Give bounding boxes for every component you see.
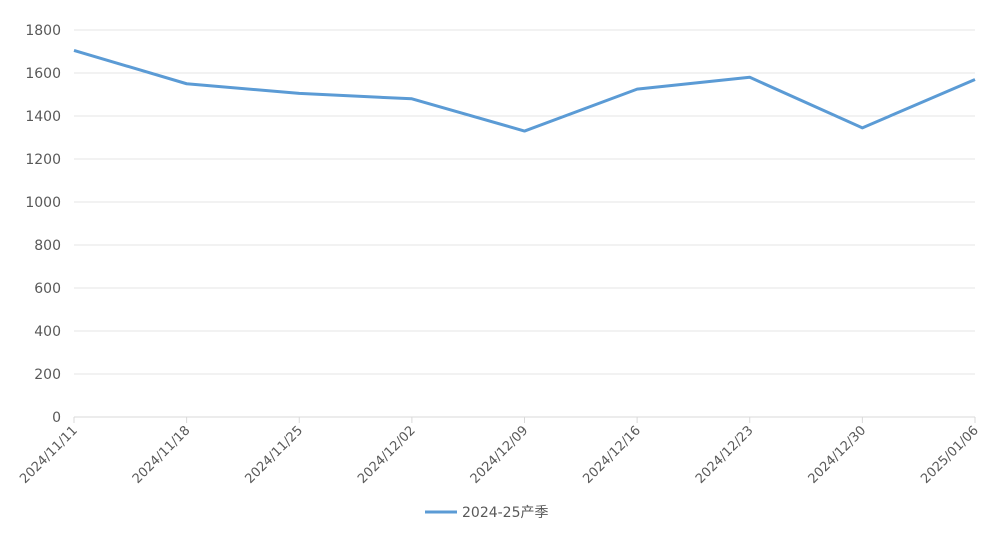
data-line bbox=[73, 48, 976, 133]
y-tick-label: 800 bbox=[34, 238, 61, 254]
x-tick-label: 2024/12/30 bbox=[806, 423, 870, 487]
y-tick-label: 1000 bbox=[25, 195, 61, 211]
x-tick-label: 2024/11/18 bbox=[130, 423, 194, 487]
y-tick-label: 600 bbox=[34, 281, 61, 297]
x-tick-label: 2024/12/02 bbox=[355, 423, 419, 487]
x-tick-label: 2024/12/16 bbox=[580, 423, 644, 487]
y-tick-label: 1800 bbox=[25, 23, 61, 39]
y-tick-label: 200 bbox=[34, 367, 61, 383]
x-tick-label: 2024/11/11 bbox=[17, 423, 81, 487]
y-tick-label: 0 bbox=[52, 410, 61, 426]
y-tick-label: 1200 bbox=[25, 152, 61, 168]
x-tick-label: 2024/11/25 bbox=[242, 423, 306, 487]
y-tick-label: 400 bbox=[34, 324, 61, 340]
x-tick-label: 2025/01/06 bbox=[918, 423, 982, 487]
legend-label: 2024-25产季 bbox=[462, 505, 549, 521]
x-tick-label: 2024/12/09 bbox=[468, 423, 532, 487]
y-tick-label: 1400 bbox=[25, 109, 61, 125]
y-tick-label: 1600 bbox=[25, 66, 61, 82]
x-tick-label: 2024/12/23 bbox=[693, 423, 757, 487]
